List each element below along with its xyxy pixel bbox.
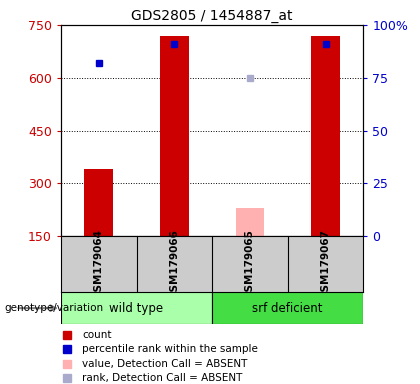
Bar — [61, 292, 212, 324]
Bar — [212, 292, 363, 324]
Text: srf deficient: srf deficient — [252, 302, 323, 314]
Text: percentile rank within the sample: percentile rank within the sample — [82, 344, 258, 354]
Text: GSM179065: GSM179065 — [245, 229, 255, 299]
Bar — [311, 36, 340, 236]
Text: GSM179066: GSM179066 — [169, 229, 179, 299]
Title: GDS2805 / 1454887_at: GDS2805 / 1454887_at — [131, 8, 293, 23]
Text: rank, Detection Call = ABSENT: rank, Detection Call = ABSENT — [82, 373, 242, 383]
Bar — [236, 208, 264, 236]
Text: GSM179067: GSM179067 — [320, 229, 331, 299]
Bar — [160, 36, 189, 236]
Text: GSM179064: GSM179064 — [94, 229, 104, 299]
Bar — [84, 169, 113, 236]
Text: genotype/variation: genotype/variation — [4, 303, 103, 313]
Text: value, Detection Call = ABSENT: value, Detection Call = ABSENT — [82, 359, 247, 369]
Text: count: count — [82, 330, 112, 340]
Text: wild type: wild type — [110, 302, 163, 314]
